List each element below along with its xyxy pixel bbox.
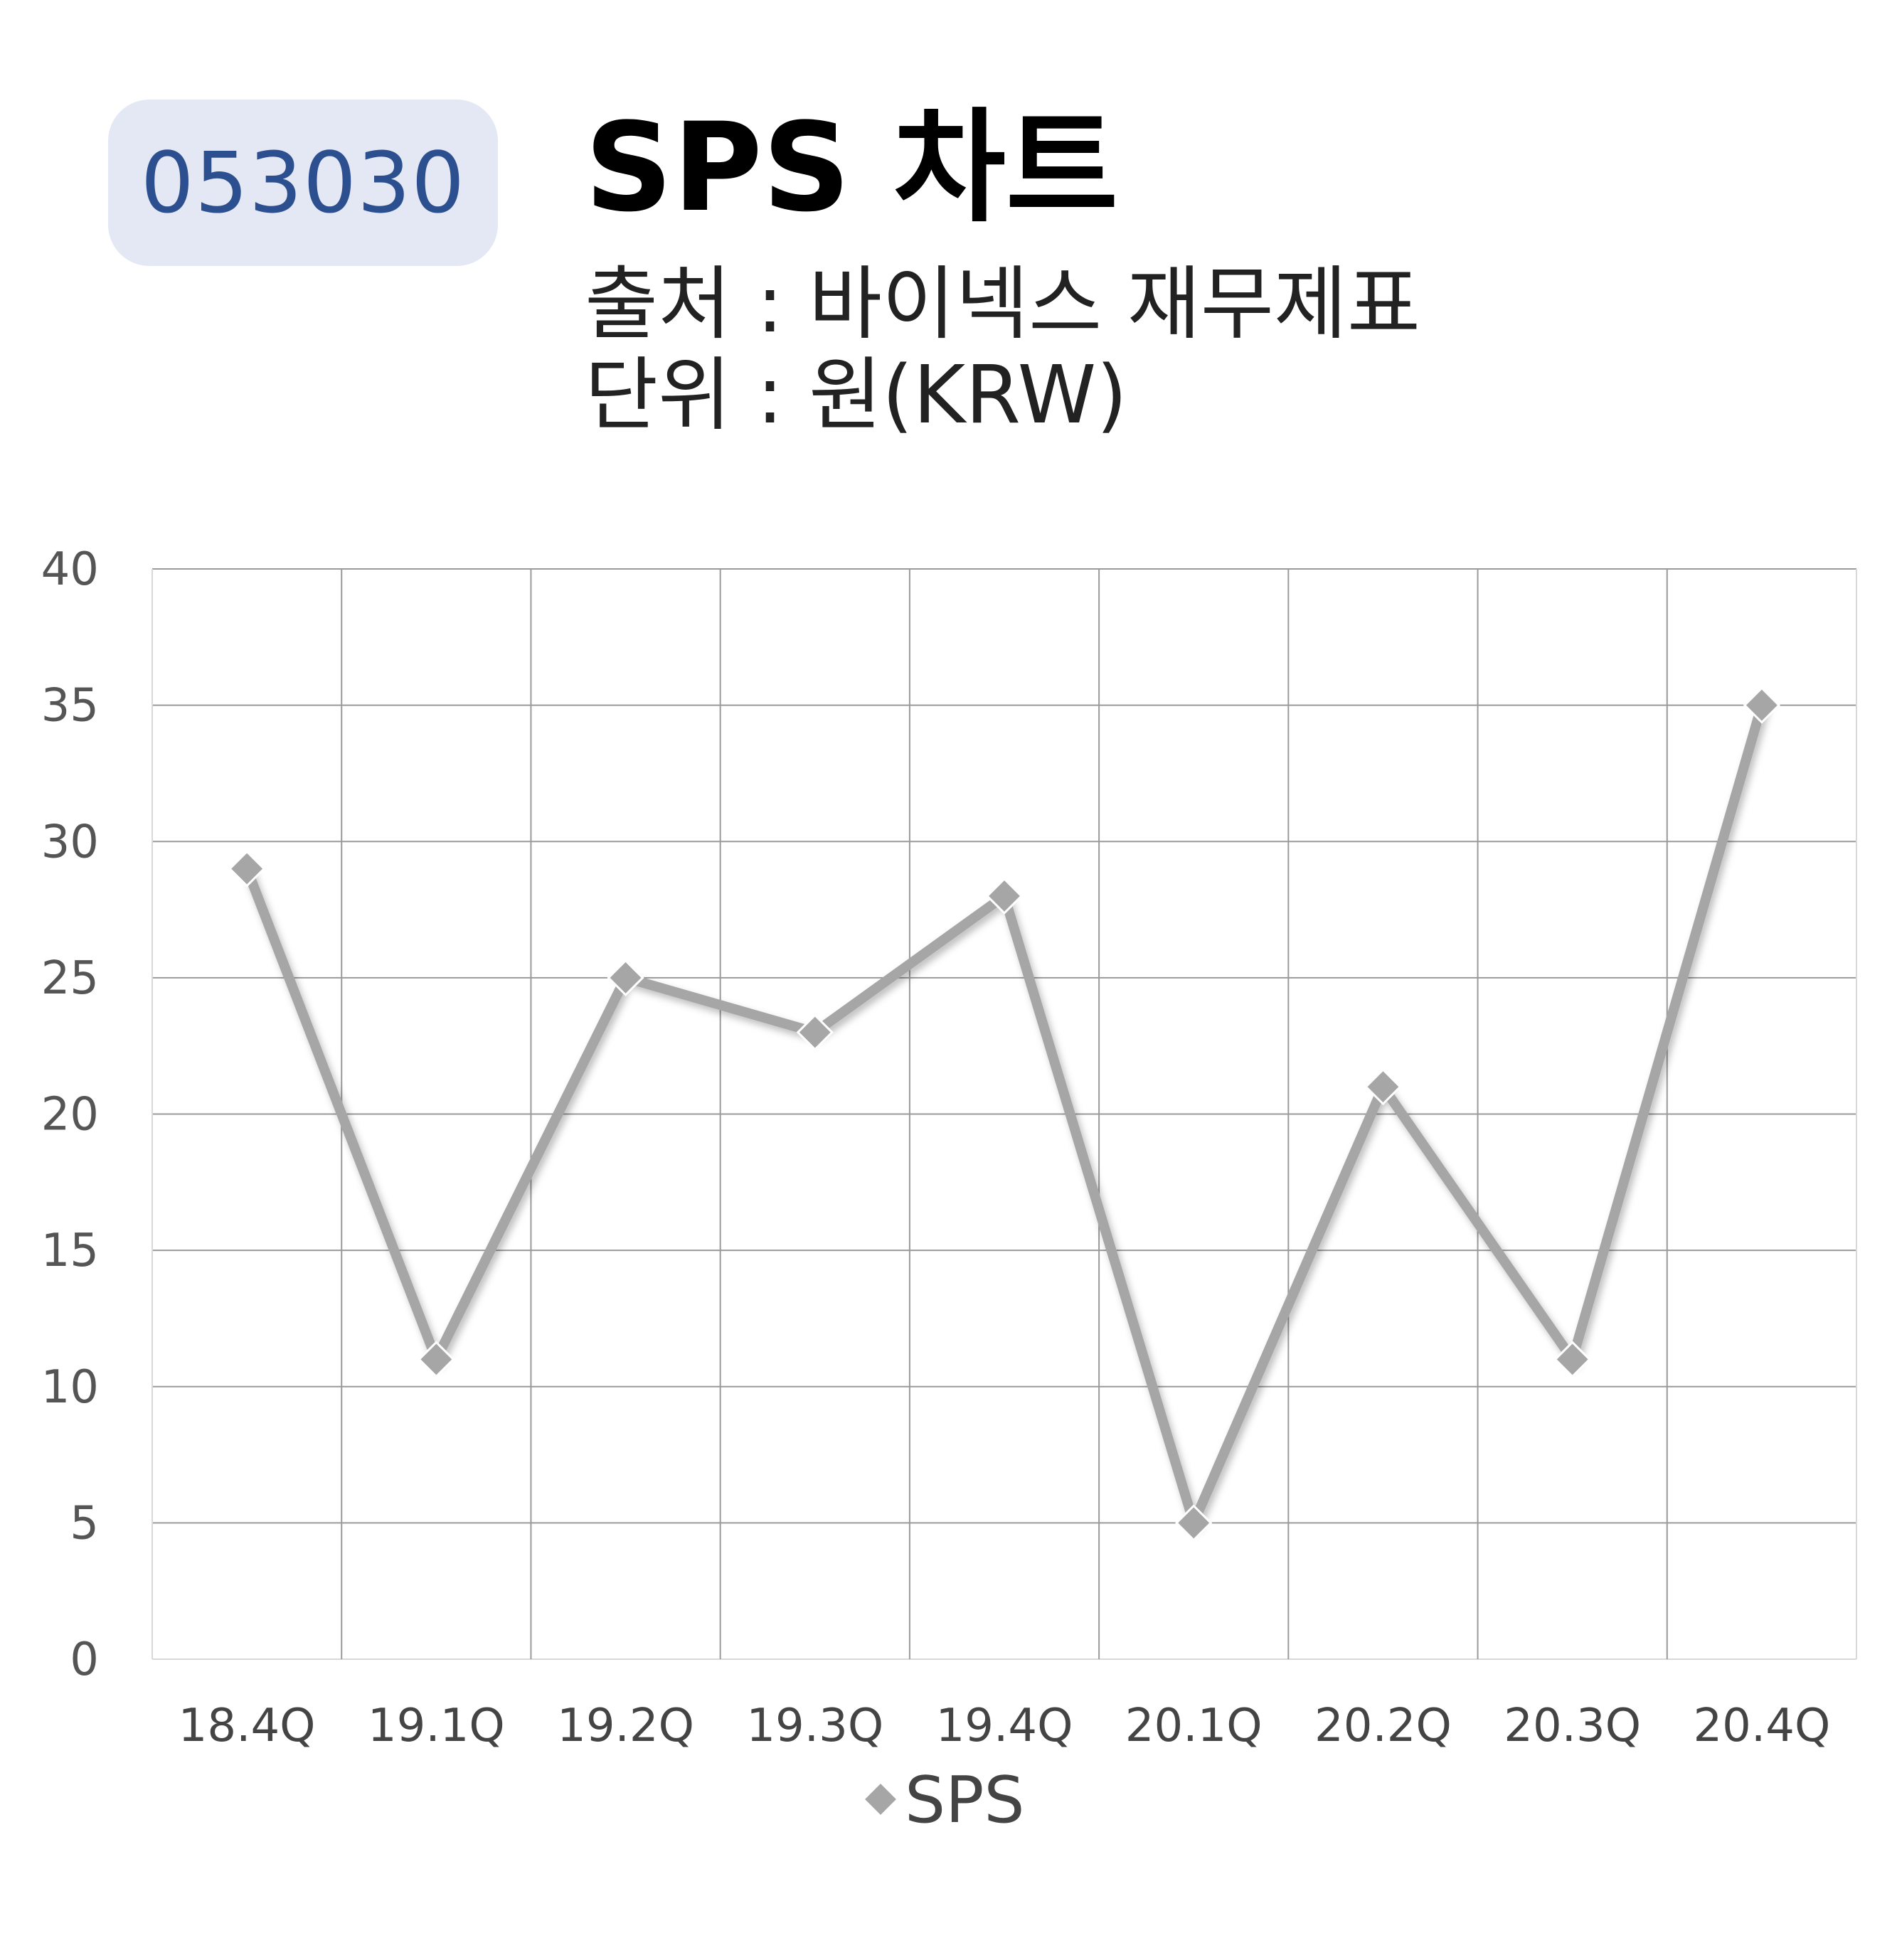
data-point-marker (796, 1013, 834, 1051)
y-tick-label: 15 (41, 1225, 99, 1277)
stock-code-badge: 053030 (108, 100, 498, 266)
data-point-marker (985, 877, 1024, 915)
y-axis-ticks: 0 5 10 15 20 25 30 35 40 (41, 543, 99, 1686)
chart-legend: SPS (861, 1763, 1025, 1838)
chart-title: SPS 차트 (585, 96, 1119, 239)
series-sps (228, 686, 1781, 1542)
x-tick-label: 20.3Q (1504, 1700, 1641, 1752)
y-tick-label: 0 (70, 1634, 99, 1686)
x-tick-label: 19.3Q (746, 1700, 883, 1752)
y-tick-label: 25 (41, 952, 99, 1005)
chart-grid (152, 568, 1857, 1660)
y-tick-label: 35 (41, 680, 99, 733)
y-tick-label: 40 (41, 543, 99, 596)
x-tick-label: 18.4Q (179, 1700, 316, 1752)
y-tick-label: 5 (70, 1497, 99, 1550)
x-tick-label: 20.2Q (1314, 1700, 1452, 1752)
data-point-marker (1743, 686, 1781, 724)
unit-label: 단위 : 원(KRW) (585, 349, 1127, 442)
y-tick-label: 20 (41, 1089, 99, 1141)
source-label: 출처 : 바이넥스 재무제표 (585, 258, 1420, 351)
data-point-marker (607, 959, 644, 996)
x-tick-label: 19.4Q (936, 1700, 1073, 1752)
legend-marker (861, 1780, 900, 1818)
x-tick-label: 20.4Q (1693, 1700, 1830, 1752)
legend-label: SPS (905, 1763, 1025, 1838)
stock-code: 053030 (140, 134, 466, 232)
y-tick-label: 30 (41, 816, 99, 868)
x-axis-ticks: 18.4Q 19.1Q 19.2Q 19.3Q 19.4Q 20.1Q 20.2Q 20.3Q… (179, 1700, 1831, 1752)
x-tick-label: 19.1Q (368, 1700, 505, 1752)
data-point-marker (228, 850, 266, 888)
y-tick-label: 10 (41, 1361, 99, 1414)
x-tick-label: 19.2Q (557, 1700, 694, 1752)
x-tick-label: 20.1Q (1125, 1700, 1263, 1752)
data-point-marker (418, 1341, 455, 1378)
data-point-marker (1553, 1341, 1591, 1378)
data-point-marker (1364, 1068, 1402, 1106)
data-point-marker (1175, 1504, 1213, 1542)
